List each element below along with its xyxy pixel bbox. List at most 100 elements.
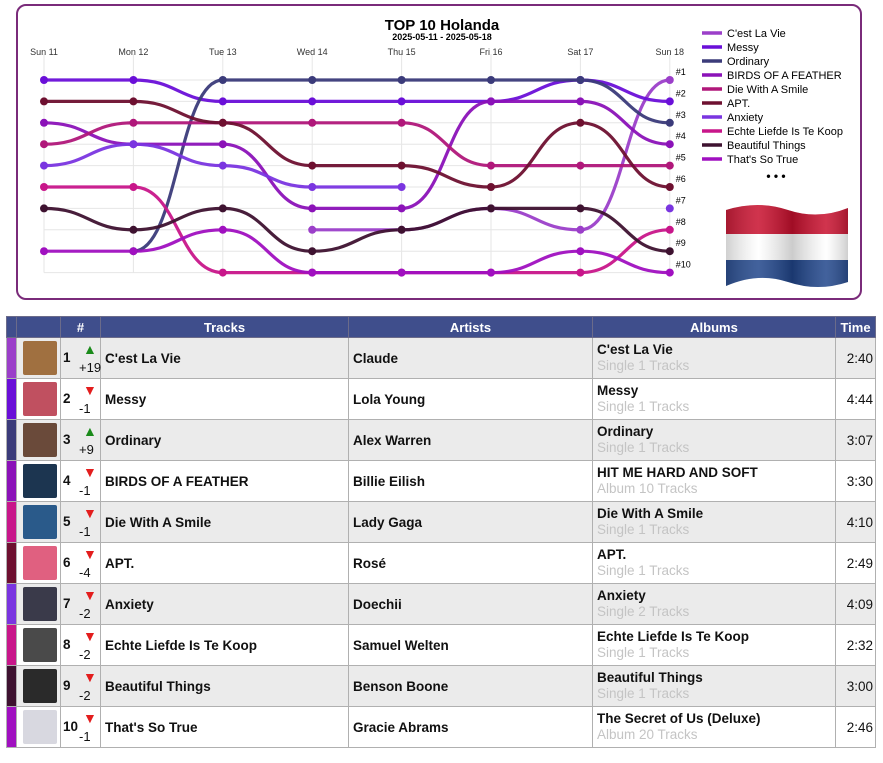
track-title[interactable]: Echte Liefde Is Te Koop xyxy=(100,624,349,666)
album-cover[interactable] xyxy=(23,669,57,703)
album-cell[interactable]: The Secret of Us (Deluxe) Album 20 Tracks xyxy=(592,706,836,748)
artist-name[interactable]: Lola Young xyxy=(348,378,593,420)
album-cell[interactable]: Echte Liefde Is Te Koop Single 1 Tracks xyxy=(592,624,836,666)
data-point xyxy=(665,118,674,127)
rank-label: #10 xyxy=(676,260,691,270)
series-line xyxy=(42,121,672,168)
album-cell[interactable]: Die With A Smile Single 1 Tracks xyxy=(592,501,836,543)
rank-change: -2 xyxy=(79,647,91,662)
track-title[interactable]: APT. xyxy=(100,542,349,584)
track-duration: 2:40 xyxy=(835,337,876,379)
x-tick-label: Thu 15 xyxy=(388,47,416,57)
header-albums: Albums xyxy=(592,316,836,338)
track-title[interactable]: Ordinary xyxy=(100,419,349,461)
album-cover[interactable] xyxy=(23,464,57,498)
album-title[interactable]: HIT ME HARD AND SOFT xyxy=(597,465,758,480)
album-cell[interactable]: Beautiful Things Single 1 Tracks xyxy=(592,665,836,707)
album-cover[interactable] xyxy=(23,382,57,416)
rank-number: 1 xyxy=(63,350,71,365)
rank-cell: 8 ▼ -2 xyxy=(60,624,101,666)
table-row[interactable]: 9 ▼ -2 Beautiful Things Benson Boone Beautifu… xyxy=(6,665,876,707)
track-title[interactable]: C'est La Vie xyxy=(100,337,349,379)
data-point xyxy=(397,268,406,277)
arrow-down-icon: ▼ xyxy=(83,382,97,398)
album-cover[interactable] xyxy=(23,505,57,539)
track-title[interactable]: Anxiety xyxy=(100,583,349,625)
track-title[interactable]: Messy xyxy=(100,378,349,420)
artist-name[interactable]: Rosé xyxy=(348,542,593,584)
album-info: Single 1 Tracks xyxy=(597,440,690,455)
data-point xyxy=(487,183,495,191)
header-artists: Artists xyxy=(348,316,593,338)
rank-cell: 1 ▲ +19 xyxy=(60,337,101,379)
table-row[interactable]: 8 ▼ -2 Echte Liefde Is Te Koop Samuel Welten… xyxy=(6,624,876,666)
header-color xyxy=(6,316,17,338)
rank-label: #4 xyxy=(676,131,686,141)
table-row[interactable]: 1 ▲ +19 C'est La Vie Claude C'est La Vie Singl… xyxy=(6,337,876,379)
album-title[interactable]: Messy xyxy=(597,383,639,398)
track-duration: 3:07 xyxy=(835,419,876,461)
data-point xyxy=(129,183,138,191)
album-title[interactable]: Echte Liefde Is Te Koop xyxy=(597,629,750,644)
cover-cell xyxy=(16,542,61,584)
album-title[interactable]: APT. xyxy=(597,547,627,562)
arrow-down-icon: ▼ xyxy=(83,587,97,603)
table-row[interactable]: 7 ▼ -2 Anxiety Doechii Anxiety Single 2 Tracks… xyxy=(6,583,876,625)
header-time: Time xyxy=(835,316,876,338)
artist-name[interactable]: Gracie Abrams xyxy=(348,706,593,748)
rank-change: -2 xyxy=(79,688,91,703)
data-point xyxy=(576,247,585,256)
album-cell[interactable]: Anxiety Single 2 Tracks xyxy=(592,583,836,625)
album-cover[interactable] xyxy=(23,423,57,457)
rank-change: -1 xyxy=(79,729,91,744)
data-point xyxy=(665,140,674,149)
series-line xyxy=(42,78,672,104)
rank-number: 9 xyxy=(63,678,71,693)
artist-name[interactable]: Billie Eilish xyxy=(348,460,593,502)
rank-number: 10 xyxy=(63,719,79,734)
album-title[interactable]: Die With A Smile xyxy=(597,506,704,521)
artist-name[interactable]: Doechii xyxy=(348,583,593,625)
rank-change: -1 xyxy=(79,401,91,416)
table-row[interactable]: 3 ▲ +9 Ordinary Alex Warren Ordinary Single 1 … xyxy=(6,419,876,461)
album-title[interactable]: C'est La Vie xyxy=(597,342,673,357)
arrow-up-icon: ▲ xyxy=(83,423,97,439)
data-point xyxy=(129,225,138,234)
album-cover[interactable] xyxy=(23,628,57,662)
table-row[interactable]: 10 ▼ -1 That's So True Gracie Abrams The Secr… xyxy=(6,706,876,748)
album-cell[interactable]: Messy Single 1 Tracks xyxy=(592,378,836,420)
album-cell[interactable]: Ordinary Single 1 Tracks xyxy=(592,419,836,461)
artist-name[interactable]: Alex Warren xyxy=(348,419,593,461)
table-row[interactable]: 2 ▼ -1 Messy Lola Young Messy Single 1 Tracks 4… xyxy=(6,378,876,420)
arrow-up-icon: ▲ xyxy=(83,341,97,357)
album-title[interactable]: Anxiety xyxy=(597,588,646,603)
album-cell[interactable]: APT. Single 1 Tracks xyxy=(592,542,836,584)
table-row[interactable]: 6 ▼ -4 APT. Rosé APT. Single 1 Tracks 2:49 xyxy=(6,542,876,584)
table-row[interactable]: 5 ▼ -1 Die With A Smile Lady Gaga Die With A … xyxy=(6,501,876,543)
track-title[interactable]: Beautiful Things xyxy=(100,665,349,707)
track-duration: 3:00 xyxy=(835,665,876,707)
track-title[interactable]: Die With A Smile xyxy=(100,501,349,543)
track-title[interactable]: BIRDS OF A FEATHER xyxy=(100,460,349,502)
netherlands-flag-icon xyxy=(726,205,848,287)
album-title[interactable]: The Secret of Us (Deluxe) xyxy=(597,711,761,726)
track-title[interactable]: That's So True xyxy=(100,706,349,748)
artist-name[interactable]: Claude xyxy=(348,337,593,379)
album-cover[interactable] xyxy=(23,587,57,621)
rank-label: #2 xyxy=(676,88,686,98)
album-cover[interactable] xyxy=(23,341,57,375)
arrow-down-icon: ▼ xyxy=(83,669,97,685)
album-cell[interactable]: C'est La Vie Single 1 Tracks xyxy=(592,337,836,379)
data-point xyxy=(397,183,406,191)
album-cover[interactable] xyxy=(23,546,57,580)
album-cell[interactable]: HIT ME HARD AND SOFT Album 10 Tracks xyxy=(592,460,836,502)
artist-name[interactable]: Benson Boone xyxy=(348,665,593,707)
artist-name[interactable]: Lady Gaga xyxy=(348,501,593,543)
artist-name[interactable]: Samuel Welten xyxy=(348,624,593,666)
data-point xyxy=(397,118,406,127)
album-title[interactable]: Ordinary xyxy=(597,424,654,439)
table-row[interactable]: 4 ▼ -1 BIRDS OF A FEATHER Billie Eilish HIT M… xyxy=(6,460,876,502)
album-title[interactable]: Beautiful Things xyxy=(597,670,703,685)
rank-change: -2 xyxy=(79,606,91,621)
album-cover[interactable] xyxy=(23,710,57,744)
